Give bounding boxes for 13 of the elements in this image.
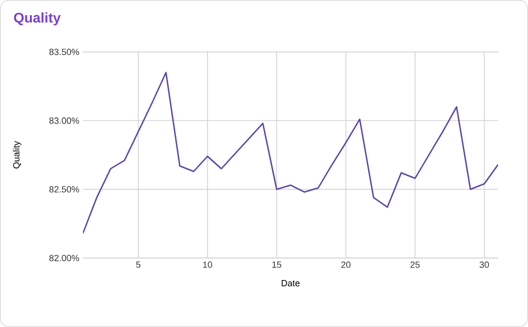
y-axis-title: Quality [12, 141, 22, 169]
x-axis-title: Date [282, 280, 300, 286]
x-tick-label: 30 [480, 262, 489, 268]
y-tick-label: 83.50% [49, 48, 80, 56]
x-tick-label: 10 [203, 262, 212, 268]
y-tick-label: 83.00% [49, 117, 80, 124]
x-tick-label: 25 [410, 262, 420, 268]
x-tick-label: 15 [272, 262, 282, 268]
y-tick-label: 82.50% [49, 186, 80, 193]
x-tick-label: 20 [341, 262, 351, 268]
y-tick-label: 82.00% [49, 254, 80, 262]
chart-title: Quality [14, 12, 61, 26]
x-tick-label: 5 [136, 262, 140, 268]
